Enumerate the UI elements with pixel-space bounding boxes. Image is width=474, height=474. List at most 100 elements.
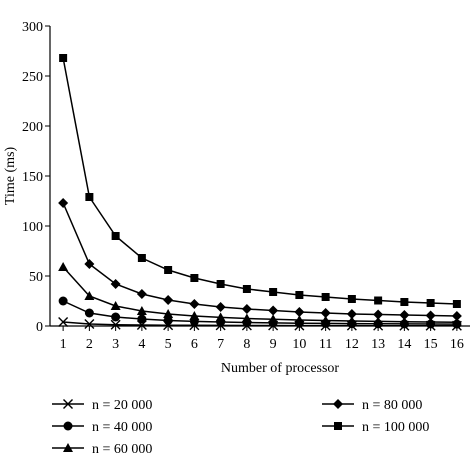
data-point-diamond bbox=[84, 259, 95, 269]
legend-item: n = 80 000 bbox=[322, 398, 422, 413]
x-tick-label: 13 bbox=[371, 337, 385, 352]
data-point-square bbox=[242, 285, 251, 293]
data-point-triangle bbox=[320, 315, 331, 325]
legend: n = 20 000 n = 40 000 n = 60 000 n = 80 000… bbox=[52, 398, 429, 457]
data-point-square bbox=[347, 295, 356, 303]
series-line bbox=[62, 300, 457, 325]
data-point-diamond bbox=[399, 310, 410, 320]
y-tick-label: 100 bbox=[22, 220, 43, 235]
data-point-square bbox=[137, 254, 146, 262]
legend-item: n = 40 000 bbox=[52, 420, 152, 435]
data-point-triangle bbox=[294, 315, 305, 324]
x-tick-label: 8 bbox=[243, 337, 250, 352]
data-point-x bbox=[84, 319, 95, 329]
data-point-triangle bbox=[215, 312, 226, 322]
x-tick-label: 5 bbox=[165, 337, 172, 352]
x-tick-label: 2 bbox=[86, 337, 93, 352]
data-point-triangle bbox=[110, 301, 121, 310]
y-tick-label: 150 bbox=[22, 170, 43, 185]
series-line bbox=[62, 202, 457, 317]
legend-label: n = 100 000 bbox=[362, 420, 429, 435]
data-point-triangle bbox=[268, 314, 279, 324]
data-point-square bbox=[400, 298, 409, 306]
data-point-square bbox=[295, 291, 304, 299]
y-axis-label: Time (ms) bbox=[3, 147, 18, 206]
data-point-square bbox=[269, 288, 278, 296]
series-triangle bbox=[58, 262, 462, 327]
x-tick-label: 1 bbox=[60, 337, 67, 352]
y-tick-label: 300 bbox=[22, 20, 43, 35]
data-point-square bbox=[216, 280, 225, 288]
legend-item: n = 60 000 bbox=[52, 442, 152, 457]
x-tick-label: 14 bbox=[397, 337, 411, 352]
data-point-x bbox=[110, 319, 121, 330]
data-point-circle bbox=[84, 308, 94, 318]
x-tick-label: 12 bbox=[345, 337, 359, 352]
data-point-circle bbox=[163, 316, 173, 325]
data-point-triangle bbox=[58, 262, 69, 271]
series-line bbox=[63, 321, 457, 327]
legend-label: n = 20 000 bbox=[92, 398, 152, 413]
legend-marker-x bbox=[63, 399, 73, 409]
x-axis-label: Number of processor bbox=[221, 361, 340, 376]
data-point-triangle bbox=[136, 306, 147, 315]
data-point-diamond bbox=[373, 309, 384, 320]
legend-marker-circle bbox=[63, 421, 73, 431]
data-point-square bbox=[374, 296, 383, 305]
data-point-diamond bbox=[110, 279, 121, 289]
data-point-diamond bbox=[320, 308, 331, 318]
legend-label: n = 80 000 bbox=[362, 398, 422, 413]
data-point-circle bbox=[137, 314, 147, 324]
y-tick-label: 50 bbox=[29, 270, 43, 285]
data-point-circle bbox=[58, 296, 68, 306]
data-point-triangle bbox=[451, 317, 462, 327]
y-tick-label: 250 bbox=[22, 70, 43, 85]
x-tick-label: 15 bbox=[424, 337, 438, 352]
series-line bbox=[62, 266, 457, 323]
data-point-triangle bbox=[425, 317, 436, 326]
data-point-diamond bbox=[189, 299, 200, 309]
data-point-diamond bbox=[136, 289, 147, 299]
data-point-square bbox=[85, 193, 94, 201]
legend-marker-diamond bbox=[333, 399, 343, 409]
data-point-square bbox=[426, 299, 435, 307]
x-tick-label: 10 bbox=[292, 337, 306, 352]
series-line bbox=[62, 57, 457, 305]
data-point-diamond bbox=[241, 304, 252, 314]
data-point-diamond bbox=[451, 311, 462, 321]
data-point-diamond bbox=[425, 310, 436, 321]
legend-label: n = 60 000 bbox=[92, 442, 152, 457]
x-tick-label: 3 bbox=[112, 337, 119, 352]
legend-marker-triangle bbox=[63, 443, 73, 452]
y-tick-label: 0 bbox=[36, 320, 43, 335]
data-point-square bbox=[321, 293, 330, 301]
data-point-triangle bbox=[163, 309, 174, 318]
legend-item: n = 100 000 bbox=[322, 420, 429, 435]
series-square bbox=[59, 54, 461, 308]
series-diamond bbox=[58, 198, 462, 321]
data-point-square bbox=[111, 232, 120, 240]
x-tick-label: 6 bbox=[191, 337, 198, 352]
data-point-triangle bbox=[84, 291, 95, 300]
data-point-square bbox=[452, 300, 461, 308]
x-tick-label: 7 bbox=[217, 337, 224, 352]
legend-marker-square bbox=[334, 422, 342, 430]
data-point-circle bbox=[111, 312, 121, 322]
data-point-triangle bbox=[373, 316, 384, 326]
data-point-diamond bbox=[58, 198, 69, 208]
data-point-triangle bbox=[241, 313, 252, 323]
x-tick-label: 16 bbox=[450, 337, 464, 352]
data-point-triangle bbox=[399, 316, 410, 326]
data-point-triangle bbox=[346, 316, 357, 325]
data-point-triangle bbox=[189, 311, 200, 320]
data-point-diamond bbox=[163, 295, 174, 305]
data-point-square bbox=[164, 266, 173, 274]
data-point-diamond bbox=[294, 307, 305, 317]
data-point-square bbox=[190, 274, 199, 282]
data-point-diamond bbox=[346, 309, 357, 319]
legend-label: n = 40 000 bbox=[92, 420, 152, 435]
data-point-square bbox=[59, 54, 68, 62]
series-layer bbox=[58, 54, 462, 331]
